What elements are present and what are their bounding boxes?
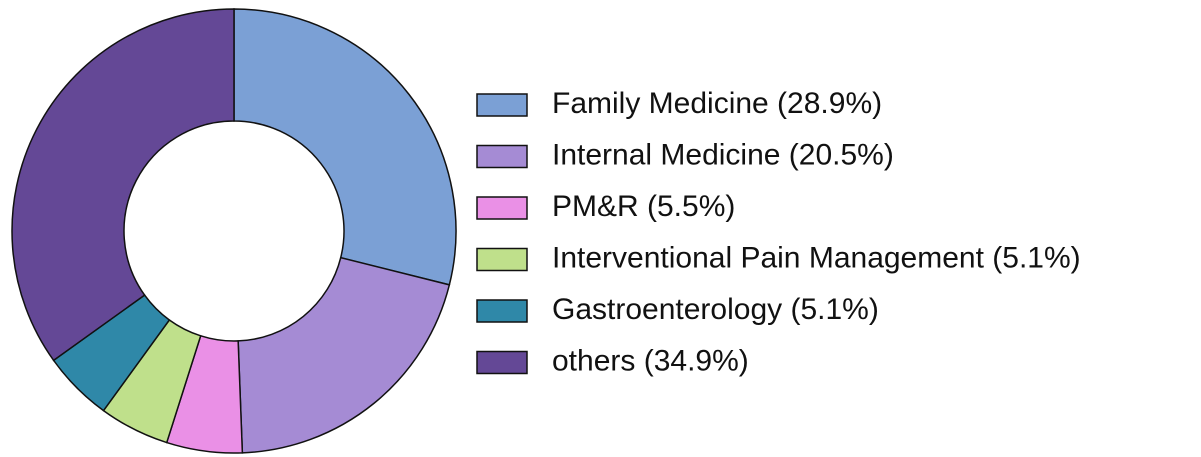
legend-label: Gastroenterology (5.1%): [552, 293, 879, 326]
legend-swatch: [476, 299, 528, 323]
legend-label: PM&R (5.5%): [552, 190, 735, 223]
legend-swatch: [476, 196, 528, 220]
legend-swatch: [476, 144, 528, 169]
legend-label: Interventional Pain Management (5.1%): [552, 241, 1081, 274]
donut-slice: [11, 8, 235, 362]
legend-label: others (34.9%): [552, 344, 749, 377]
legend-swatch: [476, 350, 528, 375]
legend-label: Internal Medicine (20.5%): [552, 138, 894, 171]
donut-slice: [237, 256, 451, 454]
legend-swatch: [476, 247, 528, 272]
legend-label: Family Medicine (28.9%): [552, 87, 882, 120]
legend-swatch: [476, 93, 528, 117]
donut-slice: [233, 8, 457, 286]
